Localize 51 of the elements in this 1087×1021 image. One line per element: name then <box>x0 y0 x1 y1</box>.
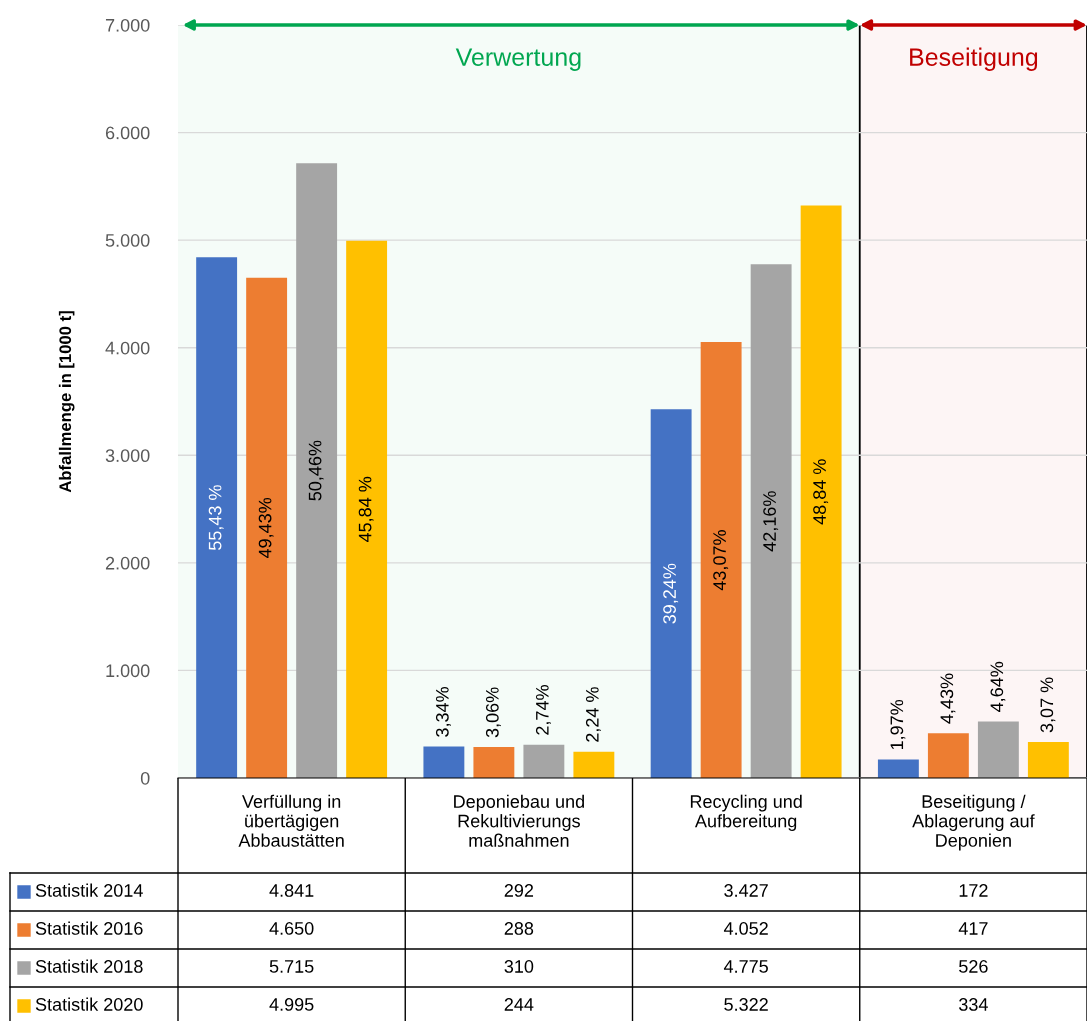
annotation: 49,43% <box>258 497 274 559</box>
y-tick-label: 3.000 <box>105 449 150 463</box>
annotation: 4,64% <box>990 661 1006 712</box>
band-label: Verwertung <box>455 48 581 71</box>
data-label: 4.841 <box>269 884 314 897</box>
data-label: 417 <box>958 922 988 935</box>
data-label: 288 <box>504 922 534 935</box>
legend-label: Statistik 2014 <box>35 883 143 897</box>
annotation: 4,43% <box>940 673 956 724</box>
y-tick-label: 4.000 <box>105 341 150 355</box>
y-tick-label: 6.000 <box>105 126 150 140</box>
data-label: 4.650 <box>269 922 314 935</box>
annotation: 3,07 % <box>1040 677 1056 733</box>
annotation: 43,07% <box>713 530 729 591</box>
annotation: 39,24% <box>663 563 679 624</box>
annotation: 55,43 % <box>208 485 224 551</box>
legend-label: Statistik 2020 <box>35 997 143 1011</box>
data-label: 4.995 <box>269 998 314 1011</box>
data-label: 4.775 <box>723 960 768 973</box>
data-label: 334 <box>959 998 988 1011</box>
y-tick-label: 0 <box>140 771 150 785</box>
data-label: 310 <box>504 960 534 973</box>
data-label: 526 <box>959 960 988 973</box>
data-label: 292 <box>504 884 534 897</box>
y-tick-label: 1.000 <box>106 664 150 678</box>
y-tick-label: 2.000 <box>105 556 150 570</box>
annotation: 2,74% <box>535 685 551 735</box>
data-label: 5.715 <box>269 960 314 973</box>
data-label: 4.052 <box>723 922 768 935</box>
legend-label: Statistik 2018 <box>35 959 143 973</box>
y-tick-label: 5.000 <box>105 234 150 247</box>
legend-label: Statistik 2016 <box>35 921 143 935</box>
data-label: 3.427 <box>724 884 768 897</box>
annotation: 3,06% <box>485 687 501 738</box>
x-tick-label: Beseitigung / Ablagerung auf Deponien <box>912 794 1035 851</box>
annotation: 2,24 % <box>585 687 601 742</box>
annotation: 42,16% <box>763 491 779 552</box>
annotation: 1,97% <box>890 699 906 750</box>
data-label: 244 <box>504 998 534 1011</box>
y-tick-label: 7.000 <box>105 18 150 32</box>
y-axis-title: Abfallmenge in [1000 t] <box>58 311 75 493</box>
annotation: 45,84 % <box>358 476 374 543</box>
data-label: 5.322 <box>724 998 768 1011</box>
data-label: 172 <box>959 884 988 897</box>
annotation: 50,46% <box>308 440 324 501</box>
annotation: 48,84 % <box>813 459 829 525</box>
x-tick-label: Deponiebau und Rekultivierungs maßnahmen <box>454 794 584 847</box>
x-tick-label: Verfüllung in übertägigen Abbaustätten <box>238 794 344 847</box>
band-label: Beseitigung <box>910 47 1038 71</box>
annotation: 3,34% <box>435 687 451 737</box>
x-tick-label: Recycling und Aufbereitung <box>690 794 802 831</box>
